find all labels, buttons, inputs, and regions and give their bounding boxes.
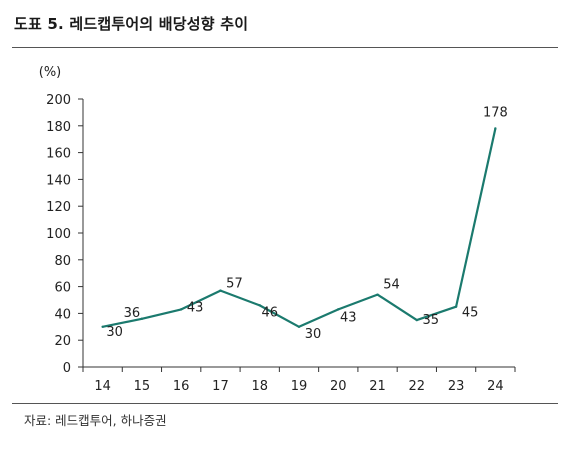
y-tick-label: 100 <box>46 227 71 242</box>
data-point <box>219 289 222 292</box>
x-tick-label: 21 <box>369 379 386 394</box>
y-tick-label: 20 <box>54 334 71 349</box>
x-tick-label: 14 <box>94 379 111 394</box>
y-tick-label: 80 <box>54 254 71 269</box>
data-label: 43 <box>340 310 357 325</box>
data-point <box>337 308 340 311</box>
series-group <box>101 127 497 328</box>
data-point <box>179 308 183 311</box>
series-line <box>102 128 497 328</box>
source-note: 자료: 레드캡투어, 하나증권 <box>24 413 167 428</box>
data-label: 45 <box>462 306 479 321</box>
y-tick-label: 0 <box>63 361 71 376</box>
data-label: 46 <box>261 305 278 320</box>
x-tick-label: 22 <box>409 379 426 394</box>
data-point <box>101 325 104 328</box>
data-label: 43 <box>187 300 204 315</box>
data-point <box>415 318 419 322</box>
x-tick-label: 18 <box>251 379 268 394</box>
data-point <box>140 317 144 320</box>
x-tick-label: 24 <box>487 379 504 394</box>
x-tick-label: 15 <box>134 379 151 394</box>
data-point <box>454 305 458 308</box>
data-point <box>376 293 379 296</box>
data-point <box>258 304 261 307</box>
data-label: 54 <box>383 278 400 293</box>
data-label: 178 <box>483 105 508 120</box>
data-label: 36 <box>124 306 141 321</box>
x-tick-label: 16 <box>173 379 190 394</box>
y-tick-label: 180 <box>46 120 71 135</box>
footer-divider <box>12 403 558 404</box>
data-label: 35 <box>423 313 440 328</box>
data-label: 57 <box>226 277 243 292</box>
x-tick-label: 17 <box>212 379 229 394</box>
chart-title: 도표 5. 레드캡투어의 배당성향 추이 <box>14 15 249 33</box>
y-tick-label: 140 <box>46 173 71 188</box>
data-point <box>494 127 497 130</box>
data-label: 30 <box>106 325 123 340</box>
x-tick-label: 20 <box>330 379 347 394</box>
y-axis: 0 20 40 60 80 100 120 140 160 180 200 <box>46 93 84 376</box>
x-tick-label: 19 <box>291 379 308 394</box>
x-axis: 14 15 16 17 18 19 20 21 22 23 24 <box>82 366 516 394</box>
data-label: 30 <box>305 327 322 342</box>
title-divider <box>12 47 558 48</box>
y-axis-unit-label: (%) <box>39 65 62 80</box>
y-tick-label: 160 <box>46 147 71 162</box>
y-tick-label: 40 <box>54 307 71 322</box>
y-tick-label: 200 <box>46 93 71 108</box>
data-point <box>297 325 301 328</box>
y-tick-label: 120 <box>46 200 71 215</box>
y-tick-label: 60 <box>54 281 71 296</box>
x-tick-label: 23 <box>448 379 465 394</box>
